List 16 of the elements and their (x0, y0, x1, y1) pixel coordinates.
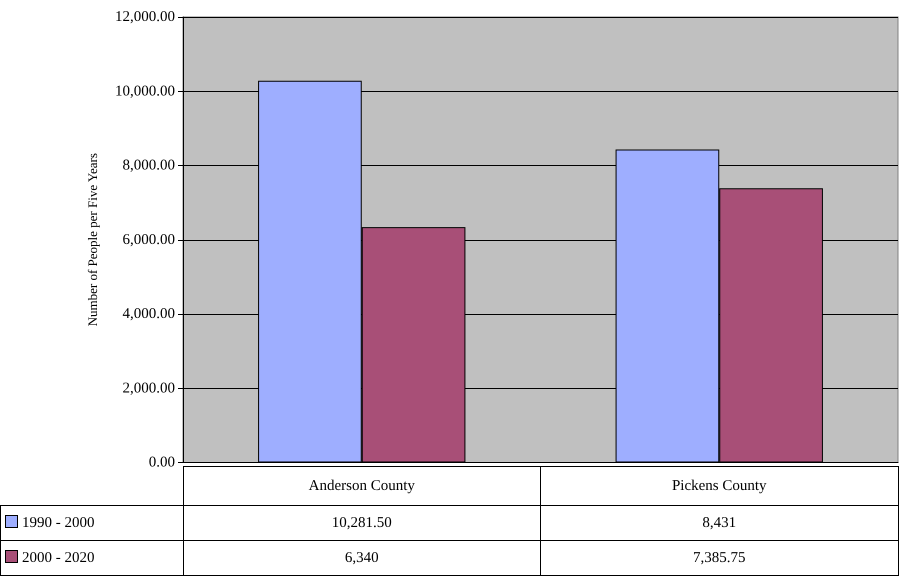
x-tick-label: Anderson County (183, 466, 540, 506)
y-tick-label: 8,000.00 (122, 158, 175, 174)
legend-label: 1990 - 2000 (0, 506, 183, 540)
y-tick-label: 0.00 (148, 454, 175, 470)
data-label: 7,385.75 (540, 540, 898, 576)
x-tick-label: Pickens County (540, 466, 898, 506)
data-label: 8,431 (540, 506, 898, 540)
y-tick-label: 10,000.00 (115, 83, 175, 100)
y-tick-label: 2,000.00 (122, 380, 175, 396)
y-tick-label: 4,000.00 (122, 306, 175, 322)
data-label: 10,281.50 (183, 506, 540, 540)
y-tick-label: 12,000.00 (115, 9, 175, 25)
data-label: 6,340 (183, 540, 540, 576)
legend-label: 2000 - 2020 (0, 540, 183, 576)
y-axis-title: Number of People per Five Years (85, 153, 100, 326)
y-tick-label: 6,000.00 (122, 232, 175, 248)
